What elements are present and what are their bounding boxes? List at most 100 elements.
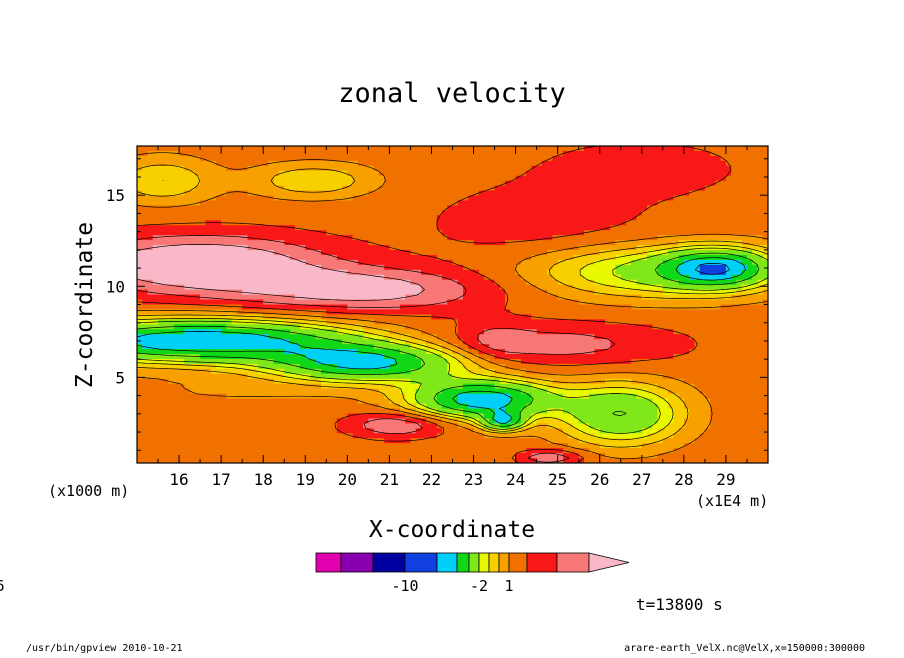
heat-cell	[752, 254, 759, 261]
heat-cell	[247, 344, 254, 350]
heat-cell	[399, 190, 406, 197]
heat-cell	[163, 235, 170, 241]
heat-cell	[731, 309, 738, 316]
heat-cell	[647, 344, 653, 350]
heat-cell	[636, 170, 643, 177]
heat-cell	[662, 155, 669, 162]
heat-cell	[363, 349, 369, 355]
heat-cell	[336, 284, 343, 291]
heat-cell	[268, 235, 275, 241]
heat-cell	[557, 155, 564, 162]
heat-cell	[278, 264, 285, 271]
heat-cell	[710, 284, 717, 291]
heat-cell	[268, 200, 275, 207]
heat-cell	[641, 235, 648, 241]
heat-cell	[757, 205, 764, 211]
heat-cell	[557, 254, 564, 261]
heat-cell	[137, 245, 143, 251]
heat-cell	[505, 250, 511, 256]
heat-cell	[562, 324, 569, 330]
heat-cell	[536, 324, 543, 330]
heat-cell	[447, 146, 454, 152]
heat-cell	[221, 324, 227, 330]
heat-cell	[389, 230, 396, 236]
heat-cell	[505, 205, 511, 211]
heat-cell	[420, 254, 427, 261]
heat-cell	[452, 170, 459, 177]
heat-cell	[752, 304, 759, 311]
heat-cell	[557, 215, 564, 221]
heat-cell	[179, 254, 185, 261]
heat-cell	[620, 319, 627, 325]
heat-cell	[694, 250, 701, 256]
heat-cell	[489, 304, 496, 311]
heat-cell	[352, 279, 359, 286]
heat-cell	[515, 215, 522, 221]
heat-cell	[531, 339, 538, 345]
heat-cell	[457, 235, 464, 241]
heat-cell	[247, 274, 254, 281]
heat-cell	[736, 175, 743, 182]
heat-cell	[210, 230, 217, 236]
heat-cell	[531, 349, 538, 355]
heat-cell	[473, 259, 480, 266]
heat-cell	[215, 279, 222, 286]
heat-cell	[484, 235, 490, 241]
heat-cell	[331, 235, 338, 241]
heat-cell	[510, 150, 517, 157]
heat-cell	[452, 254, 459, 261]
heat-cell	[631, 339, 638, 345]
heat-cell	[315, 180, 322, 187]
heat-cell	[284, 150, 291, 157]
heat-cell	[510, 259, 517, 266]
heat-cell	[294, 254, 301, 261]
heat-cell	[515, 225, 522, 231]
heat-cell	[505, 274, 511, 281]
heat-cell	[447, 264, 454, 271]
heat-cell	[583, 329, 590, 335]
heat-cell	[384, 279, 390, 286]
heat-cell	[452, 210, 459, 216]
heat-cell	[631, 294, 638, 301]
heat-cell	[142, 259, 149, 266]
heat-cell	[473, 324, 480, 330]
heat-cell	[536, 205, 543, 211]
heat-cell	[247, 185, 254, 192]
heat-cell	[447, 190, 454, 197]
heat-cell	[463, 279, 469, 286]
heat-cell	[610, 324, 617, 330]
heat-cell	[720, 344, 727, 350]
heat-cell	[415, 344, 422, 350]
heat-cell	[215, 150, 222, 157]
heat-cell	[626, 220, 632, 226]
heat-cell	[336, 304, 343, 311]
heat-cell	[557, 324, 564, 330]
heat-cell	[331, 220, 338, 226]
heat-cell	[762, 274, 768, 281]
heat-cell	[352, 175, 359, 182]
heat-cell	[515, 289, 522, 296]
heat-cell	[384, 165, 390, 172]
heat-cell	[647, 150, 653, 157]
heat-cell	[652, 205, 659, 211]
heat-cell	[473, 299, 480, 306]
heat-cell	[468, 264, 475, 271]
heat-cell	[426, 294, 433, 301]
heat-cell	[321, 165, 327, 172]
heat-cell	[347, 329, 354, 335]
heat-cell	[305, 185, 312, 192]
heat-cell	[484, 329, 490, 335]
heat-cell	[610, 190, 617, 197]
heat-cell	[757, 155, 764, 162]
heat-cell	[321, 200, 327, 207]
heat-cell	[436, 304, 443, 311]
heat-cell	[678, 200, 685, 207]
heat-cell	[252, 284, 259, 291]
heat-cell	[752, 309, 759, 316]
heat-cell	[389, 146, 396, 152]
heat-cell	[720, 165, 727, 172]
heat-cell	[410, 215, 417, 221]
heat-cell	[531, 200, 538, 207]
heat-cell	[315, 170, 322, 177]
heat-cell	[489, 235, 496, 241]
